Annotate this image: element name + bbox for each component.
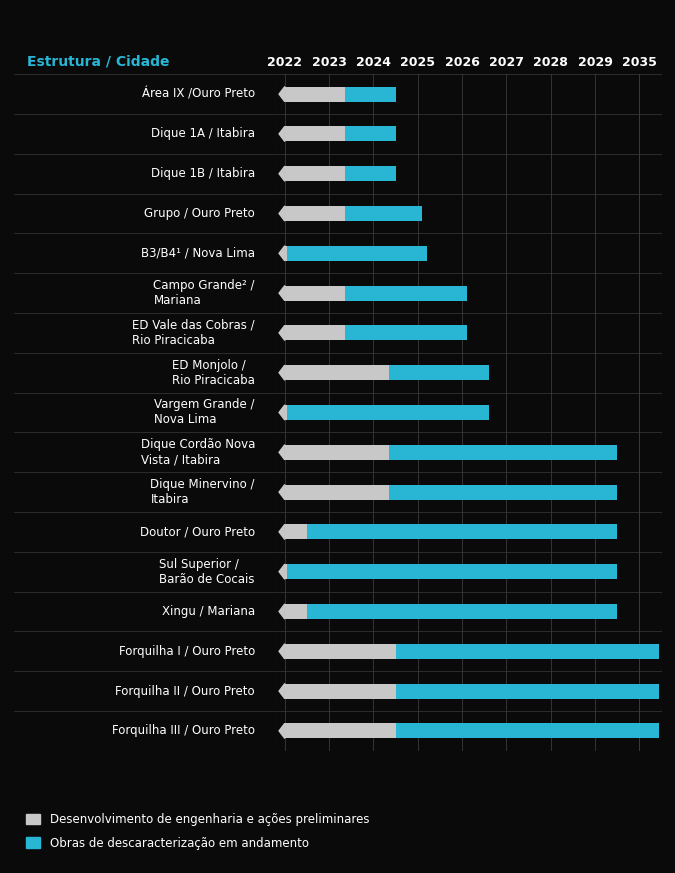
Polygon shape: [279, 485, 285, 499]
Bar: [285, 643, 396, 659]
Bar: [285, 525, 307, 540]
Bar: [285, 206, 345, 221]
Polygon shape: [279, 525, 285, 540]
Bar: [285, 326, 345, 340]
Polygon shape: [279, 724, 285, 739]
Bar: [345, 206, 422, 221]
Polygon shape: [279, 245, 285, 261]
Bar: [345, 86, 396, 101]
Polygon shape: [279, 206, 285, 221]
Polygon shape: [279, 405, 285, 420]
Bar: [285, 127, 345, 141]
Polygon shape: [279, 684, 285, 698]
Text: Dique Cordão Nova
Vista / Itabira: Dique Cordão Nova Vista / Itabira: [140, 438, 255, 466]
Bar: [285, 86, 345, 101]
Text: Dique Minervino /
Itabira: Dique Minervino / Itabira: [151, 478, 255, 506]
Bar: [345, 285, 466, 300]
Bar: [285, 285, 345, 300]
Text: Doutor / Ouro Preto: Doutor / Ouro Preto: [140, 526, 255, 539]
Text: B3/B4¹ / Nova Lima: B3/B4¹ / Nova Lima: [141, 247, 255, 260]
Text: Forquilha II / Ouro Preto: Forquilha II / Ouro Preto: [115, 684, 255, 698]
Bar: [285, 166, 345, 182]
Polygon shape: [279, 643, 285, 659]
Polygon shape: [279, 127, 285, 141]
Bar: [285, 684, 396, 698]
Text: Dique 1B / Itabira: Dique 1B / Itabira: [151, 168, 255, 180]
Bar: [287, 405, 489, 420]
Text: ED Vale das Cobras /
Rio Piracicaba: ED Vale das Cobras / Rio Piracicaba: [132, 319, 255, 347]
Text: Forquilha I / Ouro Preto: Forquilha I / Ouro Preto: [119, 645, 255, 657]
Bar: [285, 485, 389, 499]
Polygon shape: [279, 604, 285, 619]
Text: Vargem Grande /
Nova Lima: Vargem Grande / Nova Lima: [155, 398, 255, 427]
Polygon shape: [279, 444, 285, 460]
Bar: [345, 326, 466, 340]
Text: Dique 1A / Itabira: Dique 1A / Itabira: [151, 127, 255, 141]
Text: Forquilha III / Ouro Preto: Forquilha III / Ouro Preto: [112, 725, 255, 738]
Polygon shape: [279, 285, 285, 300]
Polygon shape: [279, 564, 285, 580]
Bar: [287, 564, 617, 580]
Bar: [307, 525, 617, 540]
Bar: [285, 245, 287, 261]
Bar: [307, 604, 617, 619]
Bar: [389, 444, 617, 460]
Polygon shape: [279, 86, 285, 101]
Bar: [389, 485, 617, 499]
Text: Estrutura / Cidade: Estrutura / Cidade: [26, 54, 169, 68]
Text: Grupo / Ouro Preto: Grupo / Ouro Preto: [144, 207, 255, 220]
Polygon shape: [279, 166, 285, 182]
Text: ED Monjolo /
Rio Piracicaba: ED Monjolo / Rio Piracicaba: [172, 359, 255, 387]
Bar: [285, 365, 389, 381]
Text: Sul Superior /
Barão de Cocais: Sul Superior / Barão de Cocais: [159, 558, 255, 586]
Text: Campo Grande² /
Mariana: Campo Grande² / Mariana: [153, 279, 255, 307]
Bar: [396, 724, 659, 739]
Text: Área IX /Ouro Preto: Área IX /Ouro Preto: [142, 87, 255, 100]
Bar: [285, 604, 307, 619]
Legend: Desenvolvimento de engenharia e ações preliminares, Obras de descaracterização e: Desenvolvimento de engenharia e ações pr…: [26, 813, 369, 849]
Bar: [396, 643, 659, 659]
Bar: [285, 405, 287, 420]
Bar: [345, 166, 396, 182]
Polygon shape: [279, 365, 285, 381]
Bar: [285, 444, 389, 460]
Text: Xingu / Mariana: Xingu / Mariana: [162, 605, 255, 618]
Polygon shape: [279, 326, 285, 340]
Bar: [345, 127, 396, 141]
Bar: [287, 245, 427, 261]
Bar: [396, 684, 659, 698]
Bar: [389, 365, 489, 381]
Bar: [285, 724, 396, 739]
Bar: [285, 564, 287, 580]
